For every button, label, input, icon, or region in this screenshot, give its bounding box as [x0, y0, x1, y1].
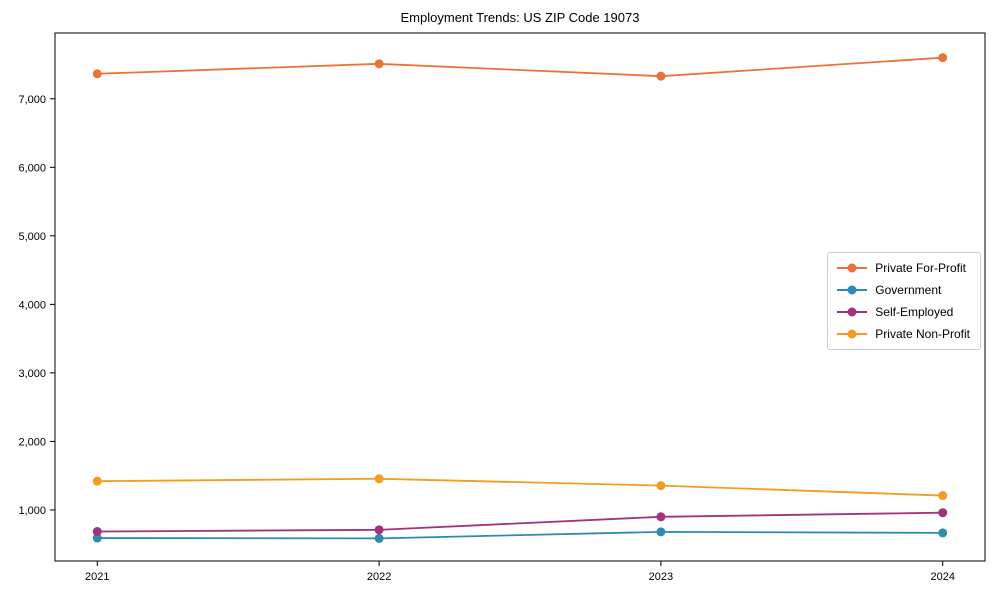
legend: Private For-Profit Government Self-Employe… [827, 252, 981, 350]
x-tick-label: 2023 [649, 571, 673, 583]
y-tick-label: 3,000 [18, 368, 46, 380]
data-point-marker [656, 481, 666, 491]
data-point-marker [374, 59, 384, 69]
data-point-marker [92, 533, 102, 543]
y-tick-label: 2,000 [18, 436, 46, 448]
legend-marker-icon [847, 285, 857, 295]
data-point-marker [938, 53, 948, 63]
y-tick-label: 1,000 [18, 505, 46, 517]
data-point-marker [656, 527, 666, 537]
series-line [97, 511, 943, 533]
data-point-marker [938, 528, 948, 538]
legend-marker-icon [847, 263, 857, 273]
data-point-marker [374, 533, 384, 543]
legend-line-swatch [837, 263, 868, 273]
data-point-marker [374, 525, 384, 535]
legend-item: Government [837, 282, 970, 298]
y-tick-label: 4,000 [18, 299, 46, 311]
legend-line-swatch [837, 307, 868, 317]
series-line [97, 477, 943, 497]
series-line [97, 530, 943, 540]
x-tick-label: 2024 [930, 571, 954, 583]
legend-item: Private Non-Profit [837, 326, 970, 342]
y-tick-label: 5,000 [18, 231, 46, 243]
legend-item: Private For-Profit [837, 260, 970, 276]
legend-label: Private Non-Profit [875, 327, 970, 341]
data-point-marker [92, 476, 102, 486]
legend-line-swatch [837, 285, 868, 295]
chart-title: Employment Trends: US ZIP Code 19073 [400, 10, 640, 25]
data-point-marker [92, 69, 102, 79]
legend-label: Government [875, 283, 942, 297]
legend-label: Self-Employed [875, 305, 954, 319]
y-tick-label: 7,000 [18, 94, 46, 106]
legend-item: Self-Employed [837, 304, 970, 320]
data-point-marker [92, 527, 102, 537]
data-point-marker [656, 71, 666, 81]
data-point-marker [938, 491, 948, 501]
plot-frame [54, 32, 986, 562]
x-tick-label: 2022 [367, 571, 391, 583]
legend-line-swatch [837, 329, 868, 339]
data-point-marker [656, 512, 666, 522]
y-tick-label: 6,000 [18, 162, 46, 174]
data-point-marker [938, 508, 948, 518]
legend-marker-icon [847, 307, 857, 317]
x-tick-label: 2021 [85, 571, 109, 583]
legend-label: Private For-Profit [875, 261, 966, 275]
legend-marker-icon [847, 329, 857, 339]
data-point-marker [374, 474, 384, 484]
series-line [97, 56, 943, 78]
